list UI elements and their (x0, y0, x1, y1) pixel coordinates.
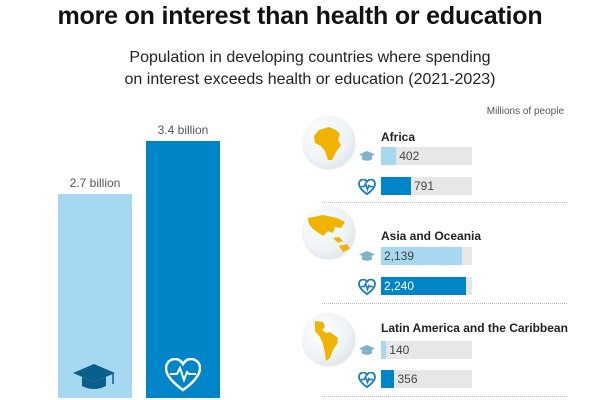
education-bar-2 (381, 341, 387, 359)
health-total-bar (146, 141, 220, 398)
graduation-cap-icon (358, 149, 376, 167)
units-label: Millions of people (486, 106, 564, 117)
heart-pulse-icon (358, 178, 376, 200)
education-value-label: 402 (399, 149, 420, 163)
health-value-label: 356 (397, 372, 418, 386)
health-bar-1 (381, 277, 466, 295)
heart-pulse-icon (358, 278, 376, 300)
graduation-cap-icon (72, 362, 116, 397)
education-value-label: 2,139 (384, 249, 415, 263)
latin-america-globe (303, 313, 355, 365)
chart-title: more on interest than health or educatio… (57, 2, 543, 30)
bar-track (381, 147, 472, 165)
health-bar-0 (381, 177, 411, 195)
region-label-latin-america: Latin America and the Caribbean (381, 321, 568, 335)
region-label-asia-oceania: Asia and Oceania (381, 229, 482, 243)
bar-track (381, 370, 472, 388)
heart-pulse-icon (164, 357, 202, 397)
health-value-label: 2,240 (384, 279, 415, 293)
education-total-label: 2.7 billion (69, 176, 121, 190)
region-label-africa: Africa (381, 130, 416, 144)
bar-track (381, 341, 472, 359)
education-value-label: 140 (389, 343, 410, 357)
chart-subtitle: Population in developing countries where… (0, 47, 600, 91)
subtitle-line-2: on interest exceeds health or education … (124, 71, 496, 88)
education-total-bar (58, 194, 132, 398)
health-bar-2 (381, 370, 395, 388)
subtitle-line-1: Population in developing countries where… (129, 49, 491, 66)
health-value-label: 791 (413, 179, 435, 193)
education-bar-1 (381, 247, 463, 265)
heart-pulse-icon (358, 371, 376, 393)
graduation-cap-icon (358, 343, 376, 361)
africa-globe (303, 116, 355, 168)
separator-line (322, 396, 567, 397)
separator-line (322, 303, 567, 304)
health-total-label: 3.4 billion (157, 123, 209, 138)
separator-line (322, 202, 567, 203)
asia-oceania-globe (303, 206, 355, 258)
graduation-cap-icon (358, 249, 376, 267)
education-bar-0 (381, 147, 397, 165)
